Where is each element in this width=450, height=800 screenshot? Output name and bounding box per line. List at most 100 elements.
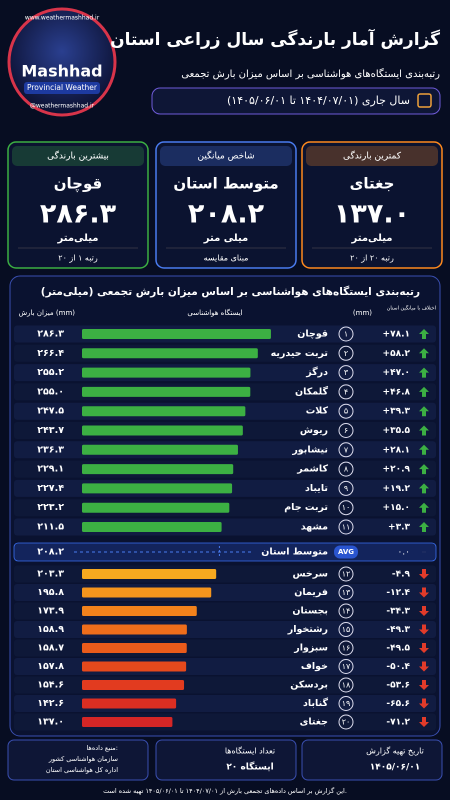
bar (82, 464, 234, 475)
rank: ۹ (344, 484, 348, 493)
value-label: ۱۷۳.۹ (37, 606, 64, 617)
source-box (7, 739, 149, 781)
diff-label: -۵۰.۴ (386, 662, 410, 672)
bar (82, 717, 173, 727)
value-label: ۲۲۷.۴ (37, 483, 64, 494)
diff-arrow (419, 661, 429, 672)
rank: ۳ (344, 368, 349, 377)
diff-label: +۳۹.۳ (383, 407, 411, 417)
row-bg (14, 695, 436, 712)
row-bg (14, 621, 436, 638)
diff-label: +۲۰.۹ (383, 465, 411, 475)
period-box (151, 87, 441, 115)
value-label: ۲۶۶.۴ (37, 348, 64, 359)
rank-circle (338, 566, 354, 582)
rank-circle (338, 442, 354, 458)
station-name: بجستان (292, 606, 328, 617)
rank-circle (338, 714, 354, 730)
rank-circle (338, 696, 354, 711)
card-header (306, 146, 438, 166)
station-name: گناباد (303, 697, 328, 709)
rank: ۱۲ (342, 570, 351, 579)
value-label: ۲۵۵.۲ (37, 367, 64, 378)
diff-unit: (mm) (353, 309, 372, 317)
bar (82, 425, 243, 436)
value-label: ۲۸۶.۳ (37, 329, 64, 340)
rank: ۱۶ (342, 644, 351, 653)
diff-arrow (419, 425, 429, 436)
station-name: کلات (306, 406, 329, 417)
rank-circle (338, 677, 354, 693)
diff-label: -۴۹.۵ (386, 644, 410, 654)
card-station: قوچان (54, 175, 102, 194)
station-name: نیشابور (291, 444, 328, 455)
value-label: ۱۴۲.۶ (37, 698, 64, 709)
diff-label: +۷۸.۱ (383, 330, 410, 340)
bar (82, 680, 185, 690)
date-value: ۱۴۰۵/۰۶/۰۱ (370, 763, 421, 773)
date-box (301, 739, 443, 781)
bar (82, 502, 230, 513)
station-name: سبزوار (293, 643, 328, 654)
diff-label: +۵۸.۲ (383, 349, 411, 359)
diff-arrow (419, 698, 429, 709)
rank: ۱۱ (342, 523, 351, 532)
value-label: ۱۵۸.۷ (37, 643, 64, 654)
bar (82, 569, 217, 579)
diff-header: اختلاف با میانگین استان (387, 305, 436, 312)
diff-arrow (419, 624, 429, 635)
value-header: میزان بارش (mm) (19, 309, 76, 317)
card (7, 141, 149, 269)
rank-circle (338, 622, 354, 637)
rank-circle (338, 500, 354, 516)
bar (82, 587, 212, 598)
rank-circle (338, 659, 354, 674)
avg-value: ۲۰۸.۲ (37, 547, 64, 558)
rank: ۲ (344, 349, 348, 358)
diff-arrow (419, 587, 429, 598)
station-name: مشهد (301, 522, 328, 533)
card-note: مبنای مقایسه (204, 254, 249, 263)
card-value: ۲۰۸.۲ (188, 199, 265, 230)
value-label: ۲۲۳.۲ (37, 502, 64, 513)
bar (82, 624, 187, 635)
row-bg (14, 602, 436, 620)
diff-arrow (419, 329, 429, 339)
station-name: تربت جام (284, 502, 328, 513)
diff-label: +۴۷.۰ (383, 368, 410, 378)
bar (82, 386, 251, 397)
bar (82, 444, 238, 455)
logo-handle: @weathermashhad.ir (30, 103, 95, 110)
value-label: ۱۵۸.۹ (37, 624, 64, 635)
diff-label: -۵۳.۶ (386, 681, 410, 691)
rank: ۵ (344, 407, 348, 416)
diff-arrow (419, 444, 429, 455)
rank: ۱۹ (342, 699, 351, 708)
diff-arrow (419, 643, 429, 653)
value-label: ۱۵۷.۸ (37, 661, 64, 672)
bar (82, 661, 187, 672)
logo-band (24, 82, 100, 94)
avg-tag: AVG (338, 548, 354, 556)
rank: ۸ (344, 465, 349, 474)
rank: ۱۷ (342, 662, 351, 671)
bar (82, 483, 233, 494)
station-name: کاشمر (296, 464, 328, 475)
diff-arrow (419, 348, 429, 359)
diff-arrow (419, 606, 429, 616)
avg-label: متوسط استان (261, 547, 328, 558)
station-name: تایباد (305, 483, 328, 494)
diff-arrow (419, 464, 429, 475)
bar (82, 522, 222, 532)
rank-circle (338, 326, 354, 342)
diff-arrow (419, 502, 429, 513)
diff-label: -۱۲.۴ (386, 588, 410, 598)
rank-circle (338, 585, 354, 600)
rank: ۶ (344, 426, 348, 435)
card-label: بیشترین بارندگی (47, 150, 109, 162)
stations-title: تعداد ایستگاه‌ها (225, 746, 275, 756)
diff-label: -۶۵.۶ (386, 699, 410, 709)
row-bg (14, 518, 436, 536)
